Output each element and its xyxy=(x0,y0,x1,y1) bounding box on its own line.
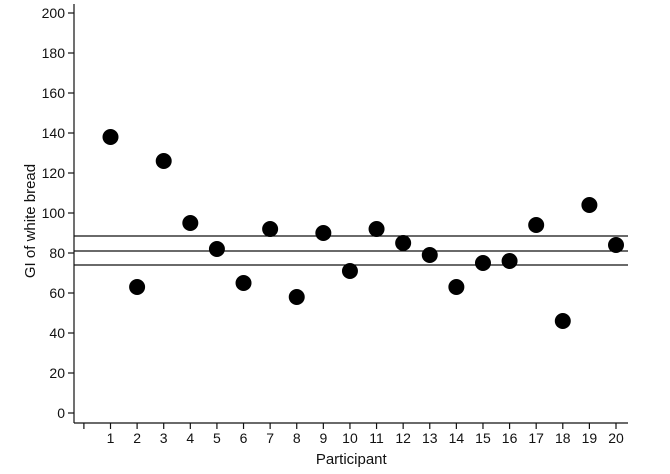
y-tick-label: 80 xyxy=(49,245,65,261)
y-tick-label: 40 xyxy=(49,325,65,341)
x-tick-label: 11 xyxy=(369,430,384,446)
data-point-15 xyxy=(474,255,491,271)
x-tick-label: 12 xyxy=(395,430,411,446)
y-tick-label: 60 xyxy=(49,285,65,301)
x-tick-label: 7 xyxy=(266,430,274,446)
data-point-1 xyxy=(102,129,119,145)
x-tick-label: 18 xyxy=(555,430,571,446)
data-point-20 xyxy=(608,237,624,253)
x-tick-label: 19 xyxy=(582,430,598,446)
x-tick-label: 17 xyxy=(528,430,544,446)
y-tick-label: 120 xyxy=(42,165,66,181)
data-point-4 xyxy=(182,215,199,231)
data-point-14 xyxy=(448,279,465,295)
y-axis-title: GI of white bread xyxy=(22,164,39,278)
x-tick-label: 20 xyxy=(608,430,624,446)
x-tick-label: 9 xyxy=(319,430,327,446)
data-point-11 xyxy=(368,221,385,237)
data-point-7 xyxy=(262,221,279,237)
data-point-5 xyxy=(208,241,225,257)
data-point-9 xyxy=(315,225,332,241)
x-tick-label: 3 xyxy=(160,430,168,446)
x-axis-title: Participant xyxy=(316,451,388,468)
data-point-12 xyxy=(395,235,412,251)
data-point-16 xyxy=(501,253,518,269)
x-tick-label: 10 xyxy=(342,430,358,446)
x-tick-label: 16 xyxy=(502,430,518,446)
y-tick-label: 0 xyxy=(57,405,65,421)
data-point-8 xyxy=(288,289,305,305)
data-point-17 xyxy=(528,217,545,233)
data-points xyxy=(102,129,624,329)
x-tick-label: 2 xyxy=(133,430,141,446)
y-tick-label: 140 xyxy=(42,125,66,141)
x-tick-label: 4 xyxy=(186,430,194,446)
y-tick-label: 100 xyxy=(42,205,66,221)
x-tick-label: 15 xyxy=(475,430,491,446)
data-point-19 xyxy=(581,197,598,213)
data-point-10 xyxy=(341,263,358,279)
x-tick-label: 6 xyxy=(240,430,248,446)
y-tick-label: 20 xyxy=(49,365,65,381)
reference-lines xyxy=(74,235,628,266)
x-tick-label: 14 xyxy=(449,430,465,446)
x-tick-label: 13 xyxy=(422,430,438,446)
data-point-18 xyxy=(554,313,571,329)
data-point-2 xyxy=(129,279,146,295)
data-point-13 xyxy=(421,247,438,263)
x-tick-label: 5 xyxy=(213,430,221,446)
x-tick-label: 8 xyxy=(293,430,301,446)
x-tick-label: 1 xyxy=(107,430,115,446)
data-point-6 xyxy=(235,275,252,291)
y-tick-label: 200 xyxy=(42,5,66,21)
data-point-3 xyxy=(155,153,172,169)
y-tick-label: 160 xyxy=(42,85,66,101)
y-tick-label: 180 xyxy=(42,45,66,61)
